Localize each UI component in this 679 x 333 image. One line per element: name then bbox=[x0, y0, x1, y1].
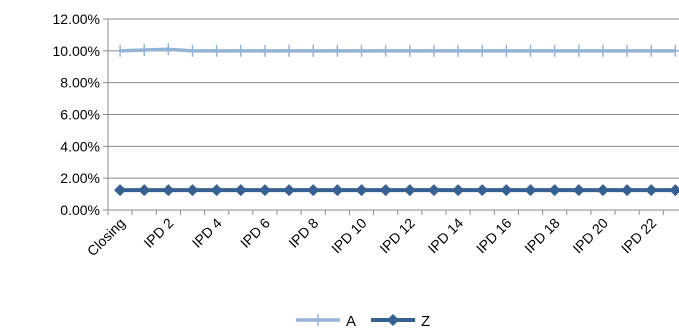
data-point bbox=[453, 44, 464, 57]
data-point bbox=[646, 44, 657, 57]
data-point bbox=[187, 44, 198, 57]
data-point bbox=[669, 184, 679, 197]
legend-entry-Z: Z bbox=[371, 313, 430, 330]
data-point bbox=[477, 44, 488, 57]
data-point bbox=[452, 184, 465, 197]
data-point bbox=[163, 43, 174, 56]
data-point bbox=[548, 184, 561, 197]
data-point bbox=[308, 44, 319, 57]
data-point bbox=[332, 44, 343, 57]
data-point bbox=[549, 44, 560, 57]
data-point bbox=[596, 184, 609, 197]
x-tick-label: IPD 12 bbox=[376, 215, 418, 257]
data-point bbox=[645, 184, 658, 197]
data-point bbox=[234, 184, 247, 197]
data-point bbox=[283, 184, 296, 197]
x-tick-label: IPD 16 bbox=[473, 215, 515, 257]
legend-label: A bbox=[346, 313, 356, 330]
data-point bbox=[572, 184, 585, 197]
y-tick-labels: 0.00% 2.00% 4.00% 6.00% 8.00% 10.00% 12.00% bbox=[53, 11, 100, 218]
data-point bbox=[404, 44, 415, 57]
legend-marker bbox=[313, 314, 323, 326]
data-point bbox=[670, 44, 679, 57]
data-point bbox=[186, 184, 199, 197]
series-A bbox=[115, 43, 679, 57]
x-tick-label: IPD 4 bbox=[189, 215, 225, 251]
data-point bbox=[500, 184, 513, 197]
data-point bbox=[235, 44, 246, 57]
data-point bbox=[476, 184, 489, 197]
data-point bbox=[428, 44, 439, 57]
x-tick-label: IPD 10 bbox=[328, 215, 370, 257]
data-point bbox=[211, 44, 222, 57]
legend-label: Z bbox=[421, 313, 430, 330]
data-point bbox=[380, 44, 391, 57]
series bbox=[114, 43, 679, 197]
data-point bbox=[259, 44, 270, 57]
data-point bbox=[115, 44, 126, 57]
series-line bbox=[120, 47, 676, 53]
x-tick-label: IPD 2 bbox=[140, 215, 176, 251]
x-tick-labels: Closing IPD 2 IPD 4 IPD 6 IPD 8 IPD 10 IPD 12 I… bbox=[84, 215, 660, 259]
legend-entry-A: A bbox=[296, 313, 356, 330]
legend-marker bbox=[387, 314, 399, 326]
data-point bbox=[621, 184, 634, 197]
gridlines bbox=[108, 18, 679, 179]
x-tick-label: IPD 18 bbox=[521, 215, 563, 257]
data-point bbox=[210, 184, 223, 197]
data-point bbox=[355, 184, 368, 197]
x-tick-label: IPD 14 bbox=[425, 215, 467, 257]
data-point bbox=[331, 184, 344, 197]
y-tick-label: 0.00% bbox=[60, 202, 100, 218]
x-tick-label: IPD 20 bbox=[569, 215, 611, 257]
data-point bbox=[379, 184, 392, 197]
y-tick-label: 4.00% bbox=[60, 138, 100, 154]
x-tick-label: IPD 6 bbox=[237, 215, 273, 251]
y-tick-label: 10.00% bbox=[53, 43, 100, 59]
y-tick-label: 12.00% bbox=[53, 11, 100, 27]
data-point bbox=[139, 44, 150, 57]
data-point bbox=[403, 184, 416, 197]
data-point bbox=[356, 44, 367, 57]
data-point bbox=[284, 44, 295, 57]
data-point bbox=[114, 184, 127, 197]
data-point bbox=[427, 184, 440, 197]
y-tick-label: 2.00% bbox=[60, 170, 100, 186]
x-tick-label: IPD 8 bbox=[285, 215, 321, 251]
data-point bbox=[597, 44, 608, 57]
data-point bbox=[162, 184, 175, 197]
y-tick-label: 8.00% bbox=[60, 75, 100, 91]
data-point bbox=[138, 184, 151, 197]
axes bbox=[103, 18, 679, 215]
data-point bbox=[622, 44, 633, 57]
data-point bbox=[525, 44, 536, 57]
data-point bbox=[307, 184, 320, 197]
data-point bbox=[501, 44, 512, 57]
data-point bbox=[258, 184, 271, 197]
series-Z bbox=[114, 184, 679, 197]
data-point bbox=[524, 184, 537, 197]
data-point bbox=[573, 44, 584, 57]
x-tick-label: IPD 22 bbox=[618, 215, 660, 257]
x-tick-label: Closing bbox=[84, 215, 128, 259]
y-tick-label: 6.00% bbox=[60, 107, 100, 123]
